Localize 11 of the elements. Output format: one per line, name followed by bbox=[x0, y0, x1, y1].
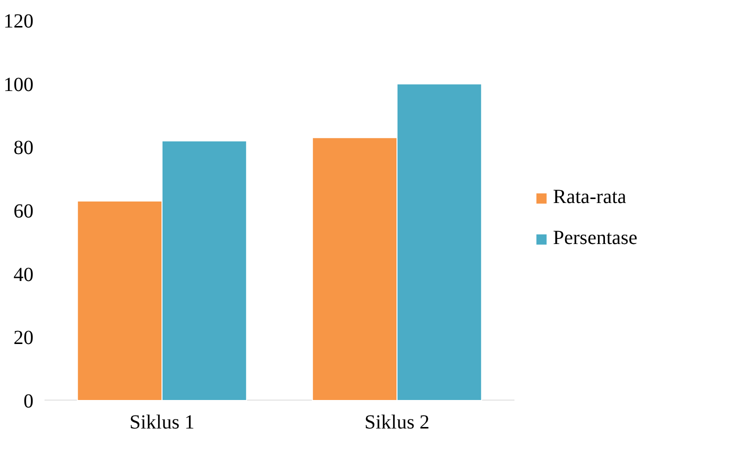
y-tick-label: 20 bbox=[14, 327, 34, 350]
x-tick-label: Siklus 1 bbox=[129, 412, 195, 434]
legend-label: Rata-rata bbox=[553, 186, 626, 209]
y-tick-label: 80 bbox=[14, 137, 34, 160]
y-tick-label: 60 bbox=[14, 200, 34, 222]
x-tick-label: Siklus 2 bbox=[364, 412, 430, 434]
y-tick-label: 100 bbox=[4, 74, 34, 96]
y-tick-label: 40 bbox=[14, 264, 34, 286]
legend-label: Persentase bbox=[553, 227, 638, 250]
y-tick-label: 0 bbox=[24, 390, 34, 412]
y-tick-label: 120 bbox=[4, 10, 34, 32]
